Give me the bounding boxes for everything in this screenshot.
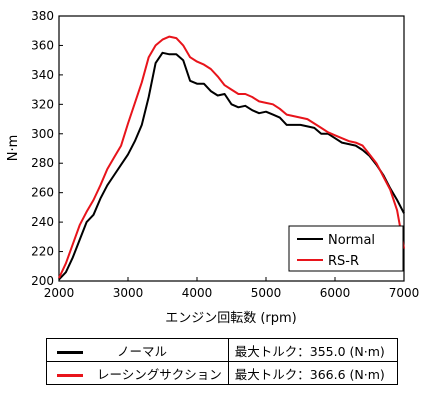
row-name-rsr: レーシングサクション [96, 366, 222, 382]
y-tick-label: 380 [31, 9, 54, 23]
legend-box [288, 225, 404, 272]
y-tick-label: 340 [31, 68, 54, 82]
y-tick-label: 240 [31, 215, 54, 229]
x-axis-ticks: 2000 3000 4000 5000 6000 7000 [44, 277, 420, 300]
y-tick-label: 220 [31, 245, 54, 259]
x-tick-label: 4000 [182, 286, 213, 300]
x-tick-label: 7000 [389, 286, 420, 300]
rsr-line-swatch [57, 373, 83, 377]
legend-label-normal: Normal [328, 233, 375, 248]
x-tick-label: 2000 [44, 286, 75, 300]
max-torque-table: ノーマル 最大トルク：355.0 (N·m) レーシングサクション 最大トルク：… [46, 338, 398, 385]
y-tick-label: 360 [31, 38, 54, 52]
y-tick-label: 280 [31, 156, 54, 170]
legend: Normal RS-R [288, 225, 404, 272]
y-tick-label: 200 [31, 274, 54, 288]
y-axis-ticks: 200 220 240 260 280 300 320 340 360 380 [31, 9, 63, 288]
max-torque-normal: 最大トルク：355.0 (N·m) [227, 338, 398, 362]
y-tick-label: 320 [31, 97, 54, 111]
x-tick-label: 3000 [113, 286, 144, 300]
table-row: ノーマル 最大トルク：355.0 (N·m) [46, 338, 398, 362]
x-tick-label: 6000 [320, 286, 351, 300]
y-axis-title: N·m [6, 135, 21, 162]
table-row: レーシングサクション 最大トルク：366.6 (N·m) [46, 361, 398, 385]
max-torque-rsr: 最大トルク：366.6 (N·m) [227, 361, 398, 385]
y-tick-label: 260 [31, 186, 54, 200]
y-tick-label: 300 [31, 127, 54, 141]
row-name-cell: ノーマル [46, 338, 229, 362]
rsr-torque-line [58, 35, 405, 279]
normal-line-swatch [57, 350, 83, 354]
legend-label-rsr: RS-R [328, 254, 359, 269]
row-name-cell: レーシングサクション [46, 361, 229, 385]
torque-chart: 200 220 240 260 280 300 320 340 360 380 2000 3000 4… [6, 9, 420, 326]
normal-torque-line [58, 51, 405, 281]
x-tick-label: 5000 [251, 286, 282, 300]
row-name-normal: ノーマル [116, 343, 167, 359]
series-lines [58, 35, 405, 281]
x-axis-title: エンジン回転数 (rpm) [165, 311, 297, 326]
